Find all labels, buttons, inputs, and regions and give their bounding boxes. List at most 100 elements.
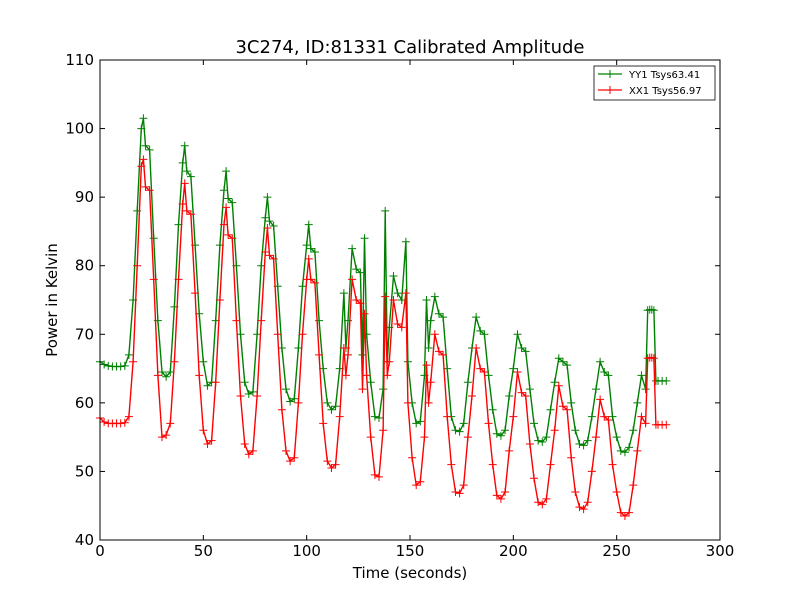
data-point	[550, 426, 559, 435]
data-point	[273, 330, 282, 339]
y-tick-label: 40	[75, 531, 94, 549]
data-point	[430, 292, 439, 301]
data-point	[253, 392, 262, 400]
y-tick-label: 90	[75, 188, 94, 206]
data-point	[476, 326, 485, 335]
data-point	[600, 368, 609, 376]
data-point	[335, 412, 344, 421]
legend-marker	[606, 86, 614, 94]
data-point	[294, 398, 303, 407]
data-point	[476, 364, 485, 373]
data-point	[100, 360, 109, 369]
data-point	[484, 419, 493, 428]
data-point	[422, 361, 431, 370]
data-point	[637, 412, 646, 421]
data-point	[203, 440, 212, 448]
data-point	[277, 344, 286, 352]
data-point	[362, 371, 371, 380]
legend-box	[593, 65, 716, 101]
data-point	[304, 254, 313, 263]
data-point	[459, 419, 468, 428]
data-point	[375, 472, 383, 481]
legend-items: YY1 Tsys63.41 XX1 Tsys56.97	[598, 70, 702, 97]
data-point	[647, 353, 656, 362]
data-point	[439, 313, 448, 322]
data-point	[546, 405, 555, 414]
data-point	[563, 405, 572, 414]
data-point	[389, 296, 398, 304]
legend-label: XX1 Tsys56.97	[629, 86, 702, 97]
data-point	[178, 158, 187, 167]
data-point	[455, 427, 464, 436]
data-point	[253, 330, 262, 339]
data-point	[224, 194, 233, 203]
data-point	[401, 237, 410, 246]
data-point	[525, 440, 534, 448]
data-point	[513, 330, 522, 339]
data-point	[604, 371, 613, 380]
data-point	[542, 494, 551, 503]
data-point	[261, 248, 270, 256]
data-point	[182, 167, 191, 176]
data-point	[180, 179, 189, 188]
data-point	[587, 467, 596, 476]
data-point	[220, 220, 228, 229]
data-point	[331, 460, 340, 469]
data-point	[257, 316, 266, 325]
data-point	[310, 248, 319, 256]
data-point	[567, 398, 576, 407]
data-point	[248, 446, 257, 455]
series-line	[99, 118, 667, 454]
data-point	[290, 453, 299, 462]
data-point	[366, 378, 375, 387]
data-point	[286, 397, 295, 406]
data-point	[488, 460, 497, 469]
data-point	[158, 433, 166, 442]
y-tick-label: 50	[75, 462, 94, 480]
data-point	[592, 433, 600, 442]
y-tick-label: 60	[75, 394, 94, 412]
data-point	[145, 186, 154, 195]
data-point	[579, 505, 588, 514]
data-point	[554, 381, 563, 390]
data-point	[240, 378, 249, 387]
data-point	[327, 405, 336, 414]
data-point	[501, 426, 510, 435]
data-point	[389, 272, 398, 280]
data-point	[224, 230, 233, 239]
data-point	[149, 275, 158, 284]
data-point	[145, 145, 154, 154]
data-point	[356, 299, 365, 308]
data-point	[616, 446, 625, 455]
data-point	[261, 213, 270, 222]
legend: YY1 Tsys63.41 XX1 Tsys56.97	[593, 65, 716, 101]
data-point	[412, 481, 421, 490]
data-point	[195, 371, 204, 380]
data-point	[370, 470, 379, 479]
data-point	[422, 296, 431, 304]
data-point	[310, 278, 319, 287]
data-point	[162, 372, 171, 381]
data-point	[558, 402, 567, 411]
data-point	[222, 203, 231, 212]
data-point	[501, 488, 510, 496]
y-tick-label: 100	[65, 120, 94, 138]
data-point	[352, 296, 361, 304]
x-tick-label: 300	[706, 542, 735, 560]
data-point	[220, 186, 228, 195]
data-point	[604, 416, 613, 424]
data-point	[451, 426, 460, 435]
data-point	[583, 436, 592, 445]
y-tick-label: 80	[75, 257, 94, 275]
data-point	[641, 385, 650, 394]
data-point	[182, 206, 191, 215]
data-point	[319, 419, 328, 428]
y-tick-label: 70	[75, 325, 94, 343]
data-point	[236, 330, 245, 339]
data-point	[158, 368, 166, 376]
data-point	[244, 450, 253, 459]
data-point	[472, 344, 481, 352]
data-point	[199, 426, 208, 435]
data-point	[492, 491, 501, 500]
data-point	[596, 395, 605, 404]
